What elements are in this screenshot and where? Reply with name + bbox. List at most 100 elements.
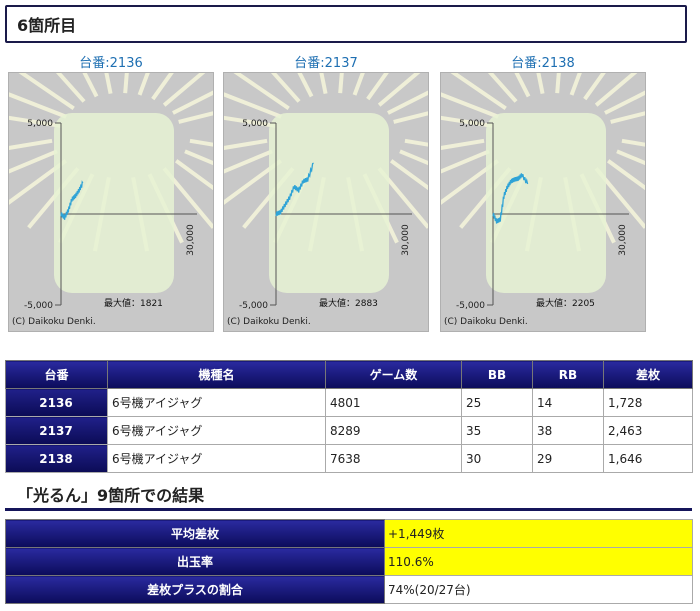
- result-label: 差枚プラスの割合: [5, 575, 385, 604]
- ray-decoration: [224, 149, 273, 174]
- table-row: 差枚プラスの割合 74%(20/27台): [5, 575, 693, 604]
- ray-decoration: [399, 149, 428, 166]
- difference-cell: 2,463: [603, 416, 693, 445]
- ray-decoration: [270, 73, 301, 103]
- ray-decoration: [174, 159, 213, 191]
- machine-name-cell: 6号機アイジャグ: [107, 444, 326, 473]
- machine-name-cell: 6号機アイジャグ: [107, 416, 326, 445]
- ray-decoration: [393, 111, 428, 124]
- graph-card: 台番:2138 5,000 -5,000 30,000 最大値：2205 (C) D…: [440, 55, 646, 332]
- graph-card: 台番:2137 5,000 -5,000 30,000 最大値：2883 (C) D…: [223, 55, 429, 332]
- column-header: 差枚: [603, 360, 693, 389]
- machine-number-cell: 2137: [5, 416, 108, 445]
- difference-cell: 1,646: [603, 444, 693, 473]
- table-header-row: 台番 機種名 ゲーム数 BB RB 差枚: [5, 360, 693, 389]
- ray-decoration: [55, 73, 86, 103]
- machine-number-cell: 2138: [5, 444, 108, 473]
- ray-decoration: [137, 73, 150, 96]
- column-header: ゲーム数: [325, 360, 462, 389]
- graph-label: 台番:2136: [79, 56, 143, 71]
- ray-decoration: [18, 73, 75, 111]
- ray-decoration: [224, 115, 278, 129]
- difference-cell: 1,728: [603, 388, 693, 417]
- games-cell: 7638: [325, 444, 462, 473]
- ray-decoration: [536, 73, 545, 95]
- ray-decoration: [377, 73, 421, 107]
- max-value-label: 最大値：1821: [104, 299, 163, 309]
- copyright-text: (C) Daikoku Denki.: [227, 317, 311, 327]
- ray-decoration: [224, 92, 282, 119]
- graph-decoration: [54, 113, 174, 293]
- ray-decoration: [319, 73, 328, 95]
- bb-cell: 25: [461, 388, 533, 417]
- series-line: [60, 180, 84, 220]
- ray-decoration: [9, 92, 67, 119]
- graph-panel: 5,000 -5,000 30,000 最大値：2205 (C) Daikoku D…: [440, 72, 646, 332]
- y-tick-label: -5,000: [456, 301, 485, 311]
- ray-decoration: [606, 159, 645, 191]
- results-title: 「光るん」9箇所での結果: [5, 479, 692, 511]
- ray-decoration: [441, 149, 490, 174]
- result-value: +1,449枚: [384, 519, 693, 548]
- machine-stats-table: 台番 機種名 ゲーム数 BB RB 差枚 2136 6号機アイジャグ 4801 …: [5, 360, 693, 473]
- max-value-label: 最大値：2883: [319, 299, 378, 309]
- graph-label: 台番:2138: [511, 56, 575, 71]
- ray-decoration: [514, 73, 531, 98]
- ray-decoration: [387, 90, 428, 115]
- table-row: 平均差枚 +1,449枚: [5, 519, 693, 548]
- ray-decoration: [352, 73, 365, 96]
- section-title: 6箇所目: [5, 5, 687, 43]
- rb-cell: 14: [532, 388, 604, 417]
- machine-number-cell: 2136: [5, 388, 108, 417]
- y-tick-label: 5,000: [459, 119, 485, 129]
- ray-decoration: [604, 90, 645, 115]
- series-line: [492, 173, 529, 224]
- column-header: BB: [461, 360, 533, 389]
- y-tick-label: 5,000: [27, 119, 53, 129]
- graph-decoration: [486, 113, 606, 293]
- result-label: 出玉率: [5, 547, 385, 576]
- ray-decoration: [189, 138, 213, 147]
- ray-decoration: [162, 73, 206, 107]
- ray-decoration: [366, 73, 389, 101]
- games-cell: 8289: [325, 416, 462, 445]
- ray-decoration: [104, 73, 113, 95]
- table-row: 2138 6号機アイジャグ 7638 30 29 1,646: [5, 444, 693, 473]
- ray-decoration: [487, 73, 518, 103]
- ray-decoration: [9, 149, 58, 174]
- x-tick-label: 30,000: [401, 224, 411, 256]
- ray-decoration: [441, 138, 485, 150]
- ray-decoration: [555, 73, 561, 94]
- rb-cell: 29: [532, 444, 604, 473]
- table-row: 2136 6号機アイジャグ 4801 25 14 1,728: [5, 388, 693, 417]
- machine-name-cell: 6号機アイジャグ: [107, 388, 326, 417]
- copyright-text: (C) Daikoku Denki.: [12, 317, 96, 327]
- series-line: [275, 162, 314, 217]
- column-header: RB: [532, 360, 604, 389]
- ray-decoration: [404, 138, 428, 147]
- result-label: 平均差枚: [5, 519, 385, 548]
- y-tick-label: -5,000: [239, 301, 268, 311]
- ray-decoration: [184, 149, 213, 166]
- ray-decoration: [172, 90, 213, 115]
- graph-svg: 5,000 -5,000 30,000: [9, 73, 213, 311]
- result-value: 110.6%: [384, 547, 693, 576]
- column-header: 機種名: [107, 360, 326, 389]
- graph-panel: 5,000 -5,000 30,000 最大値：2883 (C) Daikoku D…: [223, 72, 429, 332]
- ray-decoration: [450, 73, 507, 111]
- ray-decoration: [616, 149, 645, 166]
- graph-svg: 5,000 -5,000 30,000: [224, 73, 428, 311]
- bb-cell: 30: [461, 444, 533, 473]
- graph-svg: 5,000 -5,000 30,000: [441, 73, 645, 311]
- ray-decoration: [82, 73, 99, 98]
- table-row: 2137 6号機アイジャグ 8289 35 38 2,463: [5, 416, 693, 445]
- ray-decoration: [389, 159, 428, 191]
- ray-decoration: [224, 138, 268, 150]
- ray-decoration: [621, 138, 645, 147]
- ray-decoration: [233, 73, 290, 111]
- graph-label: 台番:2137: [294, 56, 358, 71]
- copyright-text: (C) Daikoku Denki.: [444, 317, 528, 327]
- ray-decoration: [441, 115, 495, 129]
- ray-decoration: [610, 111, 645, 124]
- ray-decoration: [9, 138, 53, 150]
